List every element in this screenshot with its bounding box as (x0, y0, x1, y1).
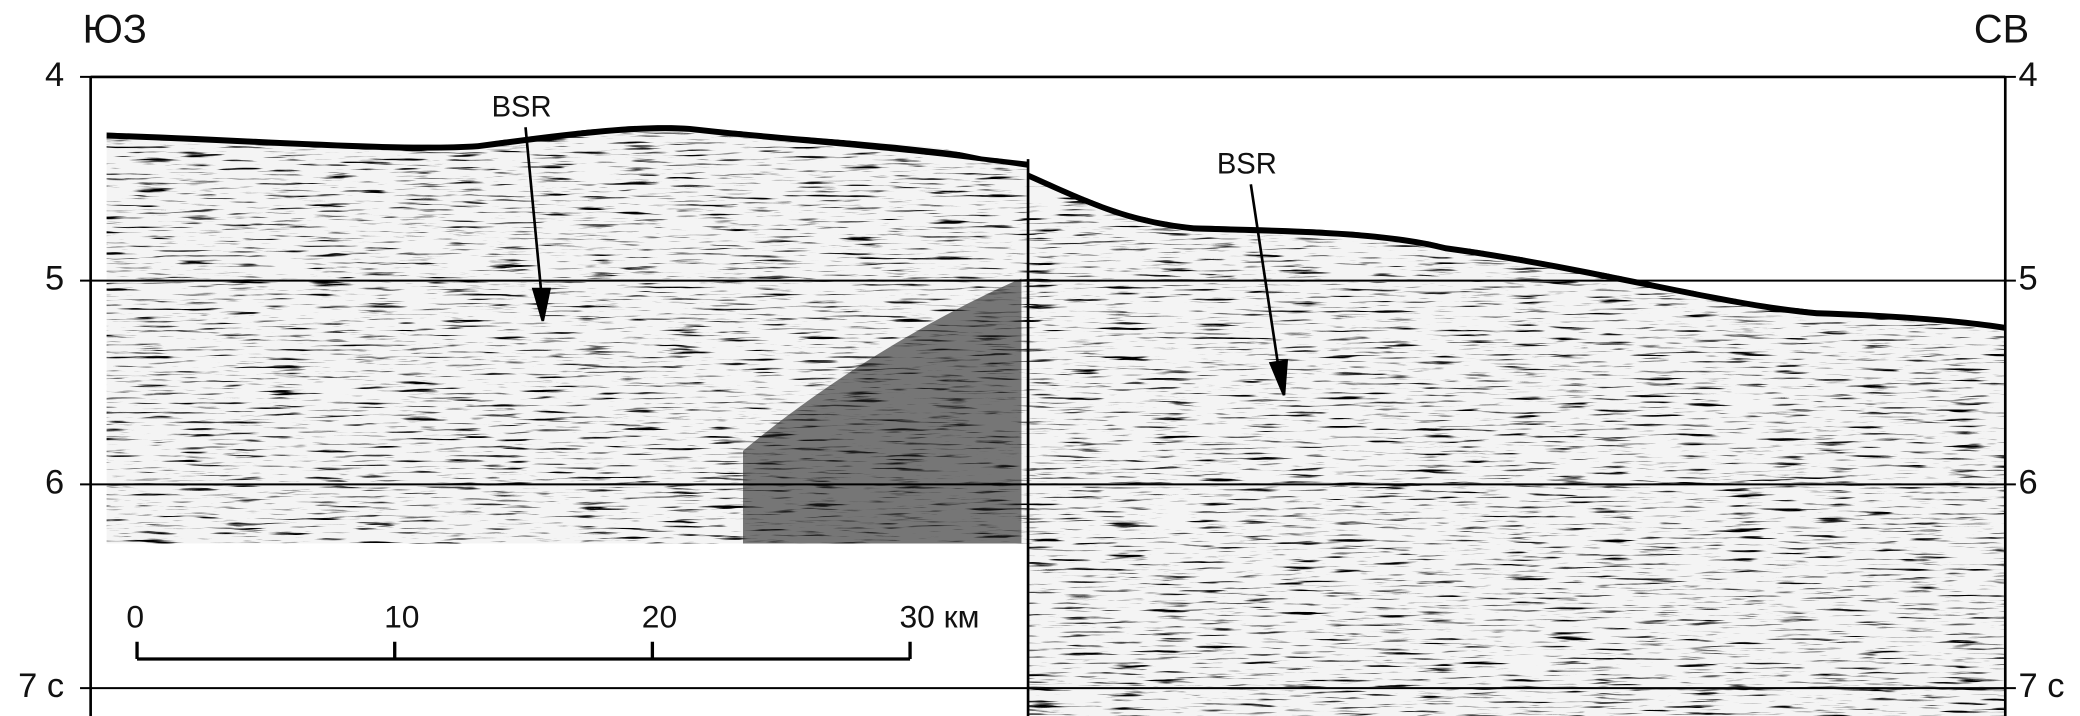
y-tick-label: 7 с (2019, 667, 2065, 705)
scale-tick-label: 10 (384, 599, 419, 635)
scale-tick-label: 20 (642, 599, 677, 635)
y-tick-label: 4 (45, 56, 64, 94)
scale-tick-label: 30 км (899, 599, 979, 635)
annotation: BSR (492, 91, 552, 123)
y-tick-label: 5 (45, 260, 64, 298)
scale-tick-label: 0 (126, 599, 144, 635)
annotation: BSR (1217, 148, 1277, 180)
y-tick-label: 7 с (18, 667, 64, 705)
y-tick-label: 4 (2019, 56, 2038, 94)
seismic-figure: ЮЗ СВ BSR BSR 4 4 5 5 6 6 7 с 7 с 0 10 20 30 км (0, 0, 2080, 716)
y-tick-label: 6 (2019, 464, 2038, 502)
corner-label: СВ (1974, 7, 2029, 51)
corner-label: ЮЗ (83, 7, 147, 51)
y-tick-label: 6 (45, 464, 64, 502)
y-tick-label: 5 (2019, 260, 2038, 298)
